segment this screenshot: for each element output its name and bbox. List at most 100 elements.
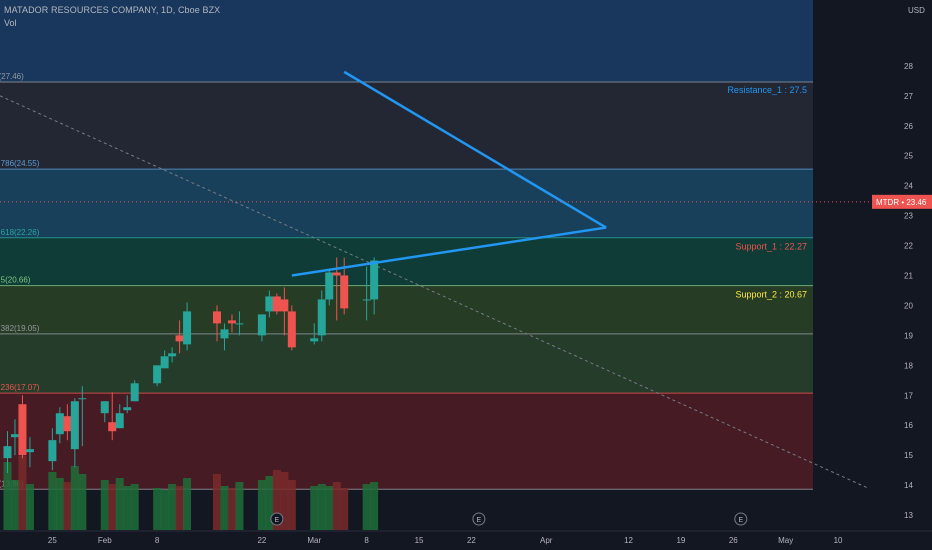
x-tick-label: 8 [364,536,369,545]
volume-bar [70,466,79,530]
candle-body [63,416,72,432]
fib-zone-top [0,0,813,83]
x-tick-label: 12 [624,536,633,545]
y-tick-label: 27 [904,92,913,101]
candle-body [265,296,274,312]
candle-body [130,383,139,402]
earnings-marker [734,512,748,526]
volume-bar [115,478,124,530]
fib-label: 0.5(20.66) [0,276,31,285]
volume-bar [332,482,341,530]
x-tick-label: 26 [729,536,738,545]
volume-bar [55,478,64,530]
volume-bar [108,484,117,530]
x-tick-label: 25 [48,536,57,545]
annotation-support2: Support_2 : 20.67 [735,289,807,299]
earnings-marker-label: E [477,517,482,524]
x-tick-label: May [778,536,793,545]
earnings-marker [270,512,284,526]
candle-body [78,398,87,400]
x-tick-label: 22 [257,536,266,545]
volume-bar [272,470,281,530]
volume-bar [160,490,169,530]
y-tick-label: 24 [904,182,913,191]
candle-body [160,356,169,369]
dashed-trendline [0,95,869,489]
candle-body [48,440,57,462]
last-price-badge [872,194,932,209]
candle-body [362,299,371,301]
volume-bar [340,488,349,530]
fib-label: 1(27.46) [0,72,24,81]
volume-bar [370,482,379,530]
currency-label: USD [908,6,925,15]
y-tick-label: 20 [904,301,913,310]
volume-bar [78,474,87,530]
annotation-support1: Support_1 : 22.27 [735,241,807,251]
candle-body [100,401,109,414]
volume-bar [183,478,192,530]
annotation-resistance: Resistance_1 : 27.5 [727,85,807,95]
volume-bar [220,486,229,530]
candle-body [280,299,289,312]
candle-body [3,446,12,459]
candle-body [317,299,326,336]
volume-bar [227,488,236,530]
fib-zone [0,333,813,394]
x-tick-label: 10 [834,536,843,545]
candle-body [108,422,117,432]
candle-body [227,320,236,324]
candle-body [213,311,221,324]
candle-body [10,434,19,438]
x-tick-label: 19 [676,536,685,545]
y-tick-label: 15 [904,451,913,460]
candle-body [272,296,281,312]
trendline-lower [291,226,607,277]
y-tick-label: 21 [904,271,913,280]
earnings-marker [472,512,486,526]
y-tick-label: 19 [904,331,913,340]
volume-bar [287,480,296,530]
fib-zone [0,285,813,334]
candle-body [340,275,349,309]
candle-body [220,329,229,339]
y-tick-label: 14 [904,481,913,490]
candle-body [183,311,192,345]
y-tick-label: 25 [904,152,913,161]
volume-bar [123,486,132,530]
candle-body [18,404,27,456]
earnings-marker-label: E [275,517,280,524]
volume-bar [130,484,139,530]
candle-body [332,272,341,276]
volume-bar [10,480,19,530]
fib-label: 0.382(19.05) [0,324,40,333]
fib-zone [0,169,813,238]
fib-label: 0.618(22.26) [0,228,40,237]
y-tick-label: 13 [904,511,913,520]
volume-bar [317,484,326,530]
volume-bar [48,472,57,530]
candle-body [55,413,64,435]
volume-bar [168,484,177,530]
volume-bar [310,486,319,530]
trendline-upper [343,70,607,229]
last-price-label: MTDR • 23.46 [876,198,927,207]
earnings-marker-label: E [738,517,743,524]
volume-bar [175,486,184,530]
volume-bar [153,488,162,530]
candle-body [115,413,124,429]
candle-body [25,449,34,453]
volume-bar [235,482,244,530]
y-tick-label: 17 [904,391,913,400]
x-tick-label: Apr [540,536,553,545]
x-tick-label: Mar [307,536,321,545]
fib-zone [0,237,813,286]
symbol-title: MATADOR RESOURCES COMPANY, 1D, Cboe BZX [4,5,221,15]
volume-bar [280,472,289,530]
fib-label: 0.786(24.55) [0,159,40,168]
volume-bar [25,484,34,530]
x-tick-label: 15 [415,536,424,545]
candle-body [370,260,379,300]
volume-bar [213,474,221,530]
